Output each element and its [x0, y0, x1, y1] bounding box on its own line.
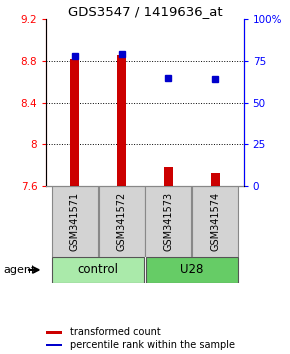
Text: GSM341571: GSM341571 — [70, 192, 79, 251]
Bar — [146, 186, 191, 257]
Bar — [117, 55, 126, 186]
Bar — [99, 186, 144, 257]
Text: control: control — [77, 263, 119, 276]
Text: percentile rank within the sample: percentile rank within the sample — [70, 340, 235, 350]
Text: U28: U28 — [180, 263, 204, 276]
Title: GDS3547 / 1419636_at: GDS3547 / 1419636_at — [68, 5, 222, 18]
Bar — [211, 173, 220, 186]
Text: GSM341573: GSM341573 — [164, 192, 173, 251]
Text: transformed count: transformed count — [70, 327, 161, 337]
Bar — [46, 331, 62, 333]
Bar — [52, 257, 144, 282]
Text: GSM341574: GSM341574 — [211, 192, 220, 251]
Bar — [164, 167, 173, 186]
Text: agent: agent — [3, 265, 35, 275]
Text: GSM341572: GSM341572 — [117, 192, 126, 251]
Bar — [52, 186, 97, 257]
Bar — [70, 59, 79, 186]
Bar — [46, 344, 62, 346]
Bar — [146, 257, 238, 282]
Bar — [193, 186, 238, 257]
